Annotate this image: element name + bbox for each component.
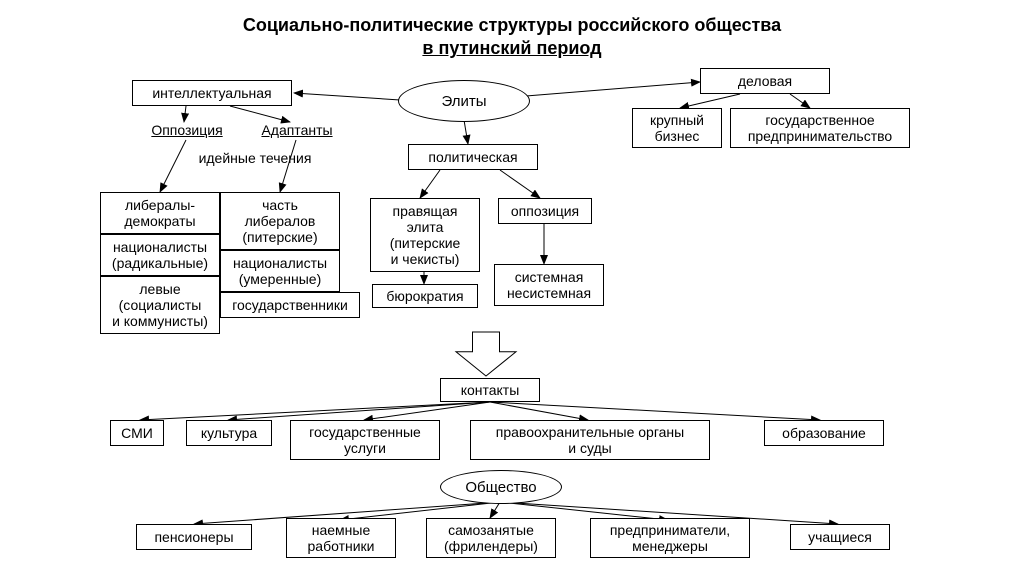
node-culture: культура [186,420,272,446]
node-gov_serv: государственные услуги [290,420,440,460]
edge-0 [294,93,400,100]
node-state_ent: государственное предпринимательство [730,108,910,148]
edge-6 [230,106,290,122]
edge-16 [490,402,588,420]
edge-20 [490,502,500,518]
edge-2 [464,120,468,144]
node-education: образование [764,420,884,446]
node-elites: Элиты [398,80,530,122]
node-business: деловая [700,68,830,94]
node-contacts: контакты [440,378,540,402]
title-line2: в путинский период [422,38,601,58]
node-smi: СМИ [110,420,164,446]
node-opposition_hdr: Оппозиция [142,122,232,142]
edge-15 [364,402,490,420]
node-part_lib: часть либералов (питерские) [220,192,340,250]
node-big_biz: крупный бизнес [632,108,722,148]
block-arrow-icon [456,332,516,376]
node-society: Общество [440,470,562,504]
edge-17 [490,402,820,420]
edge-14 [228,402,490,420]
node-bureau: бюрократия [372,284,478,308]
node-students: учащиеся [790,524,890,550]
node-pensioners: пенсионеры [136,524,252,550]
node-entrepreneurs: предприниматели, менеджеры [590,518,750,558]
node-opp_pol: оппозиция [498,198,592,224]
edge-10 [500,170,540,198]
diagram-title: Социально-политические структуры российс… [0,14,1024,61]
node-left: левые (социалисты и коммунисты) [100,276,220,334]
edge-4 [790,94,810,108]
edge-5 [184,106,186,122]
node-nat_mod: националисты (умеренные) [220,250,340,292]
node-ideology_hdr: идейные течения [180,150,330,170]
node-law: правоохранительные органы и суды [470,420,710,460]
node-lib_dem: либералы- демократы [100,192,220,234]
node-adaptants_hdr: Адаптанты [252,122,342,142]
edge-1 [526,82,700,96]
diagram-canvas: Социально-политические структуры российс… [0,0,1024,574]
node-political: политическая [408,144,538,170]
node-sys_nonsys: системная несистемная [494,264,604,306]
edge-13 [140,402,490,420]
node-ruling: правящая элита (питерские и чекисты) [370,198,480,272]
node-employees: наемные работники [286,518,396,558]
node-intellectual: интеллектуальная [132,80,292,106]
title-line1: Социально-политические структуры российс… [243,15,781,35]
node-freelancers: самозанятые (фрилендеры) [426,518,556,558]
edge-9 [420,170,440,198]
node-statists: государственники [220,292,360,318]
edge-3 [680,94,740,108]
node-nat_rad: националисты (радикальные) [100,234,220,276]
